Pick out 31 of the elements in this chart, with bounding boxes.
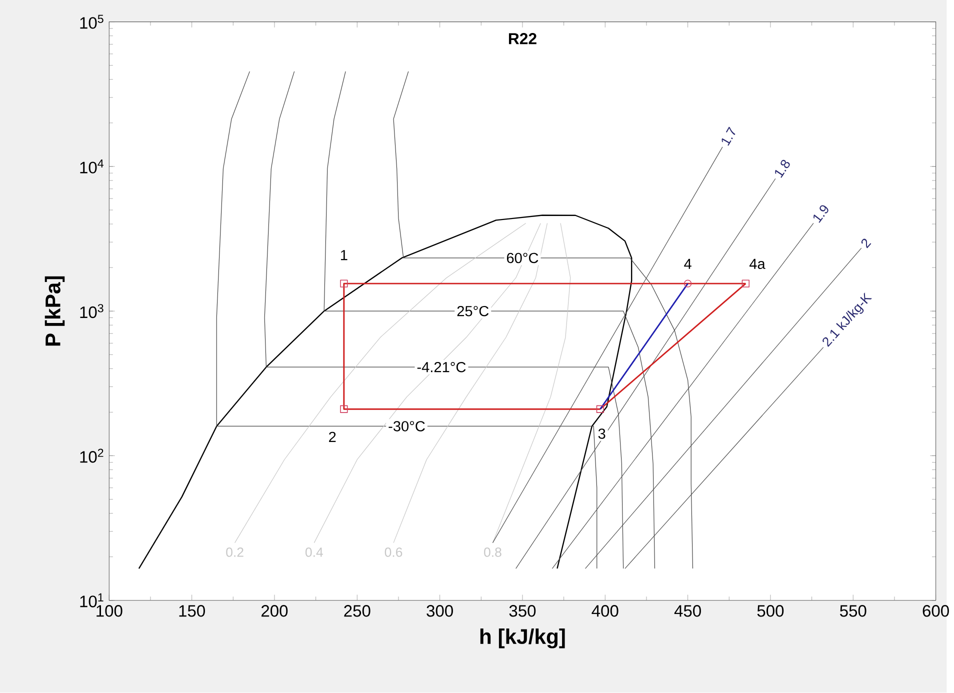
annotation: 60°C: [506, 253, 538, 264]
text: R22: [508, 33, 536, 44]
x-axis-title: h [kJ/kg]: [480, 628, 565, 648]
x-tick-label: 150: [179, 605, 205, 617]
x-tick-label: 550: [840, 605, 866, 617]
x-tick-label: 250: [344, 605, 370, 617]
y-axis-title: P [kPa]: [44, 276, 65, 346]
x-tick-label: 400: [592, 605, 618, 617]
text: 1.9: [814, 205, 828, 223]
x-tick-label: 100: [96, 605, 122, 617]
text: 1.7: [722, 126, 736, 146]
x-tick-label: 200: [262, 605, 288, 617]
y-tick-label: 10$^{4}$: [80, 160, 104, 174]
text: 1.8: [775, 160, 790, 178]
annotation: -30°C: [388, 421, 425, 432]
x-tick-label: 450: [674, 605, 701, 617]
x-tick-label: 600: [922, 605, 949, 617]
x-tick-label: 350: [509, 605, 536, 617]
x-tick-label: 300: [426, 605, 453, 617]
annotation: 2: [329, 432, 336, 442]
annotation: -4.21°C: [417, 362, 466, 372]
y-tick-label: 10$^{5}$: [80, 15, 104, 29]
y-tick-label: 10$^{3}$: [80, 304, 104, 318]
annotation: 4: [684, 259, 692, 270]
annotation: 4a: [749, 259, 766, 270]
annotation: 1: [340, 250, 348, 260]
annotation: 25°C: [457, 306, 489, 316]
annotation: 3: [598, 428, 606, 440]
text: 2: [861, 238, 872, 248]
y-tick-label: 10$^{2}$: [80, 448, 104, 463]
x-tick-label: 500: [757, 605, 784, 617]
